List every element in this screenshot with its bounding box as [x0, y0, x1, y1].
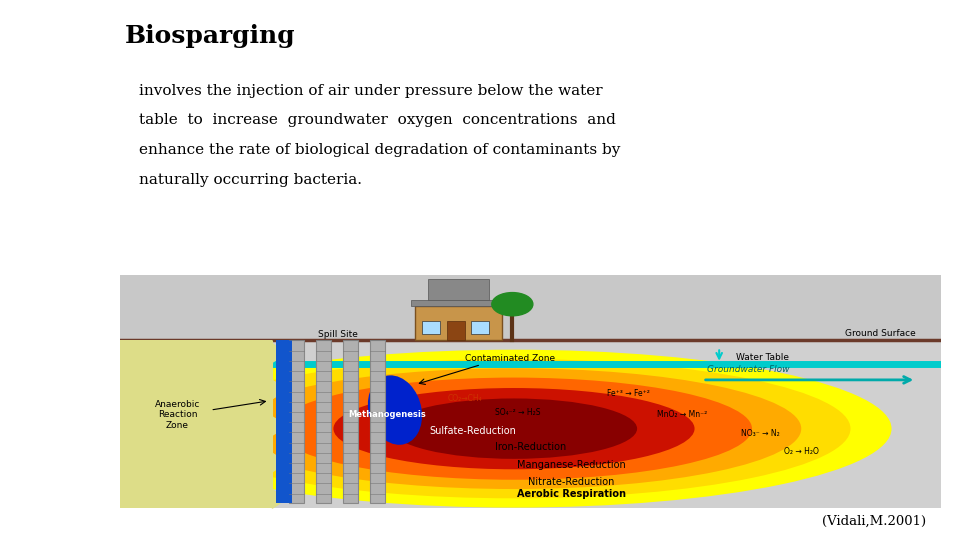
Ellipse shape [391, 399, 637, 459]
Ellipse shape [276, 377, 752, 480]
Text: Sulfate-Reduction: Sulfate-Reduction [429, 426, 516, 436]
Bar [371, 340, 385, 503]
Text: CO₂→CH₄: CO₂→CH₄ [447, 394, 482, 403]
Text: Anaerobic
Reaction
Zone: Anaerobic Reaction Zone [155, 400, 200, 430]
Text: Iron-Reduction: Iron-Reduction [494, 442, 566, 452]
Text: O₂ → H₂O: O₂ → H₂O [783, 447, 819, 456]
Bar [344, 340, 358, 503]
Text: SO₄⁻² → H₂S: SO₄⁻² → H₂S [495, 408, 540, 417]
Bar [120, 340, 272, 508]
Bar [120, 275, 941, 340]
Text: Biosparging: Biosparging [125, 24, 296, 48]
Text: MnO₂ → Mn⁻²: MnO₂ → Mn⁻² [658, 410, 708, 419]
Text: enhance the rate of biological degradation of contaminants by: enhance the rate of biological degradati… [139, 143, 620, 157]
Ellipse shape [368, 375, 422, 445]
Text: Ground Surface: Ground Surface [846, 329, 916, 338]
Text: Fe⁺³ → Fe⁺²: Fe⁺³ → Fe⁺² [608, 389, 650, 399]
Text: involves the injection of air under pressure below the water: involves the injection of air under pres… [139, 84, 603, 98]
Ellipse shape [227, 368, 802, 489]
Text: Spill Site: Spill Site [318, 330, 357, 339]
Text: naturally occurring bacteria.: naturally occurring bacteria. [139, 173, 362, 187]
Text: table  to  increase  groundwater  oxygen  concentrations  and: table to increase groundwater oxygen con… [139, 113, 616, 127]
Text: Aerobic Respiration: Aerobic Respiration [516, 489, 626, 500]
Bar [289, 340, 304, 503]
Bar [422, 321, 440, 334]
Bar [316, 340, 331, 503]
Text: Nitrate-Reduction: Nitrate-Reduction [528, 477, 614, 487]
Bar [276, 340, 293, 503]
Text: NO₃⁻ → N₂: NO₃⁻ → N₂ [741, 429, 780, 438]
Circle shape [492, 293, 533, 316]
Bar [471, 321, 490, 334]
Text: (Vidali,M.2001): (Vidali,M.2001) [823, 515, 926, 528]
Text: Contaminated Zone: Contaminated Zone [465, 354, 555, 363]
Text: Methanogenesis: Methanogenesis [348, 410, 425, 419]
Bar [412, 300, 506, 306]
Ellipse shape [178, 359, 851, 498]
Text: Manganese-Reduction: Manganese-Reduction [517, 460, 626, 470]
Ellipse shape [333, 388, 694, 469]
Text: Groundwater Flow: Groundwater Flow [707, 365, 789, 374]
Ellipse shape [136, 350, 892, 508]
Bar [446, 321, 465, 340]
Bar [428, 279, 490, 300]
Bar [416, 306, 502, 340]
Text: Water Table: Water Table [735, 353, 788, 362]
